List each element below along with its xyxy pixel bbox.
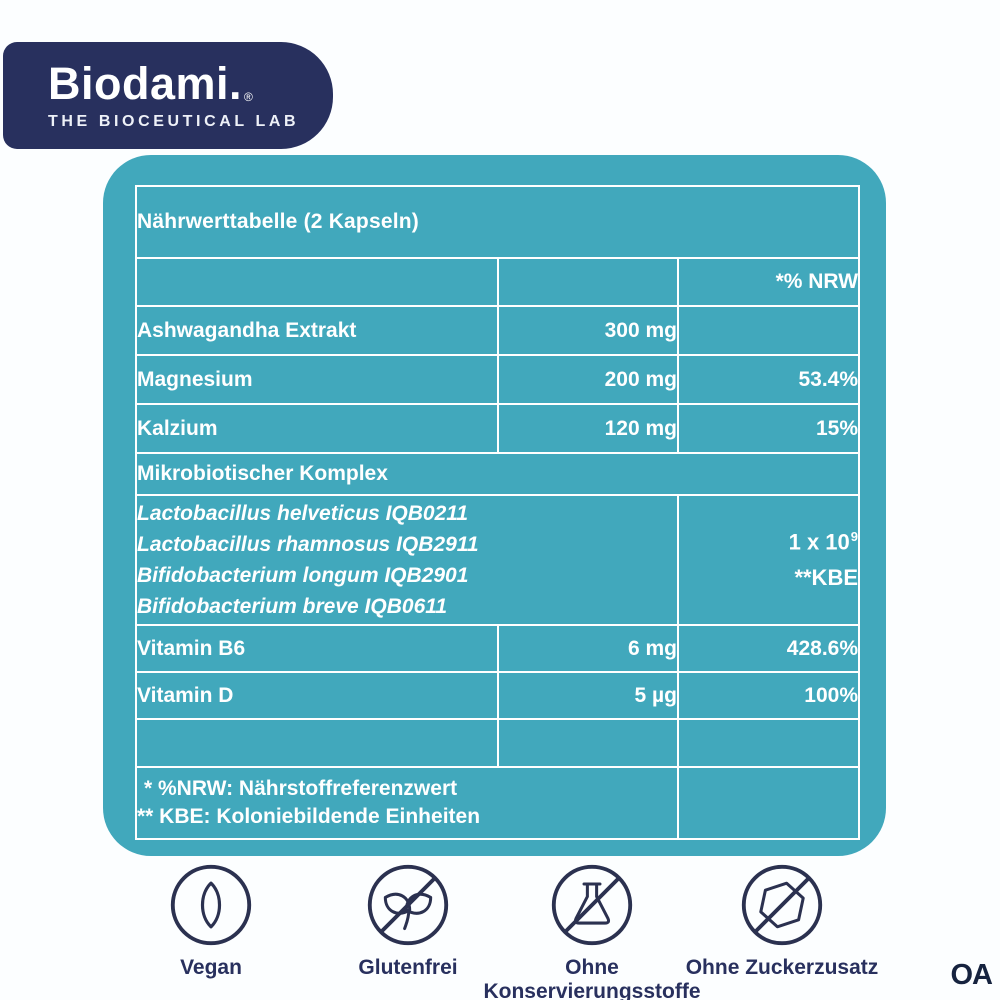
nutrient-nrw: 428.6% xyxy=(676,624,861,673)
registered-trademark-icon: ® xyxy=(244,89,253,104)
strains-list: Lactobacillus helveticus IQB0211 Lactoba… xyxy=(135,494,679,626)
header-cell-empty xyxy=(497,257,679,307)
badge-label: Ohne Konservierungsstoffe xyxy=(483,956,701,1000)
nutrition-table: Nährwerttabelle (2 Kapseln) *% NRW Ashwa… xyxy=(134,185,861,840)
nutrient-amount: 200 mg xyxy=(497,354,679,405)
nutrient-name: Ashwagandha Extrakt xyxy=(135,305,499,356)
nutrient-nrw: 53.4% xyxy=(676,354,861,405)
badge-label: Vegan xyxy=(180,956,242,979)
brand-logo-badge: Biodami. ® THE BIOCEUTICAL LAB xyxy=(3,42,333,149)
strain-item: Bifidobacterium breve IQB0611 xyxy=(137,595,448,618)
watermark: OA xyxy=(950,959,993,991)
table-row: Ashwagandha Extrakt 300 mg xyxy=(135,305,861,356)
empty-cell xyxy=(676,718,861,768)
empty-cell xyxy=(497,718,679,768)
nutrient-nrw: 100% xyxy=(676,671,861,720)
header-cell-nrw: *% NRW xyxy=(676,257,861,307)
complex-header: Mikrobiotischer Komplex xyxy=(134,452,861,496)
table-title: Nährwerttabelle (2 Kapseln) xyxy=(134,185,861,259)
no-preservatives-icon xyxy=(550,863,634,947)
strain-item: Lactobacillus helveticus IQB0211 xyxy=(137,502,469,525)
empty-cell xyxy=(135,718,499,768)
nutrient-name: Vitamin D xyxy=(135,671,499,720)
badge-glutenfree: Glutenfrei xyxy=(290,863,526,980)
nutrient-amount: 5 µg xyxy=(497,671,679,720)
kbe-unit: **KBE xyxy=(794,564,859,590)
strain-item: Bifidobacterium longum IQB2901 xyxy=(137,564,469,587)
table-header-row: *% NRW xyxy=(135,257,861,307)
table-row: Kalzium 120 mg 15% xyxy=(135,403,861,454)
kbe-value-cell: 1 x 109 **KBE xyxy=(676,494,861,626)
footnote-nrw: * %NRW: Nährstoffreferenzwert xyxy=(144,776,458,800)
vegan-leaf-icon xyxy=(169,863,253,947)
nutrient-amount: 120 mg xyxy=(497,403,679,454)
nutrient-name: Magnesium xyxy=(135,354,499,405)
table-row: Magnesium 200 mg 53.4% xyxy=(135,354,861,405)
strain-item: Lactobacillus rhamnosus IQB2911 xyxy=(137,533,479,556)
badge-label: Glutenfrei xyxy=(358,956,458,979)
badge-no-preservatives: Ohne Konservierungsstoffe xyxy=(474,863,710,1000)
table-row: Vitamin B6 6 mg 428.6% xyxy=(135,624,861,673)
footnotes: * %NRW: Nährstoffreferenzwert ** KBE: Ko… xyxy=(135,766,679,840)
nutrient-amount: 300 mg xyxy=(497,305,679,356)
badge-label: Ohne Zuckerzusatz xyxy=(685,956,879,979)
brand-wordmark: Biodami. ® xyxy=(48,61,333,106)
badge-no-added-sugar: Ohne Zuckerzusatz xyxy=(664,863,900,980)
brand-name: Biodami. xyxy=(48,57,243,109)
nutrient-amount: 6 mg xyxy=(497,624,679,673)
no-added-sugar-icon xyxy=(740,863,824,947)
footnote-row: * %NRW: Nährstoffreferenzwert ** KBE: Ko… xyxy=(135,766,861,840)
nutrient-nrw xyxy=(676,305,861,356)
kbe-count: 1 x 109 xyxy=(788,529,859,555)
brand-tagline: THE BIOCEUTICAL LAB xyxy=(48,112,300,130)
nutrient-name: Kalzium xyxy=(135,403,499,454)
table-row: Vitamin D 5 µg 100% xyxy=(135,671,861,720)
empty-cell xyxy=(676,766,861,840)
badge-vegan: Vegan xyxy=(93,863,329,980)
gluten-free-icon xyxy=(366,863,450,947)
kbe-exponent: 9 xyxy=(850,529,859,545)
spacer-row xyxy=(135,718,861,768)
strains-row: Lactobacillus helveticus IQB0211 Lactoba… xyxy=(135,494,861,626)
footnote-kbe: ** KBE: Koloniebildende Einheiten xyxy=(137,805,481,828)
complex-header-row: Mikrobiotischer Komplex xyxy=(134,452,861,496)
nutrient-name: Vitamin B6 xyxy=(135,624,499,673)
header-cell-empty xyxy=(135,257,499,307)
table-title-row: Nährwerttabelle (2 Kapseln) xyxy=(134,185,861,259)
nutrient-nrw: 15% xyxy=(676,403,861,454)
